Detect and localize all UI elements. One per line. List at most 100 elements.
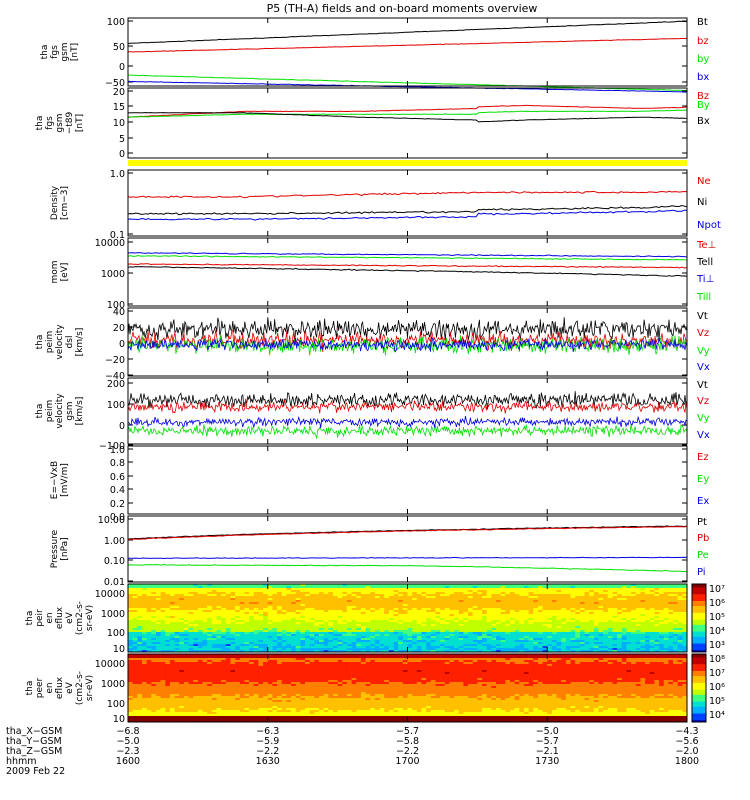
spectrogram-cell <box>621 644 627 647</box>
spectrogram-cell <box>328 604 334 607</box>
spectrogram-cell <box>179 632 185 635</box>
spectrogram-cell <box>379 584 385 587</box>
spectrogram-cell <box>351 618 357 621</box>
spectrogram-cell <box>519 606 525 609</box>
spectrogram-cell <box>668 592 674 595</box>
spectrogram-cell <box>277 612 283 615</box>
legend-Ez: Ez <box>697 452 709 463</box>
spectrogram-cell <box>491 636 497 639</box>
spectrogram-cell <box>668 636 674 639</box>
spectrogram-cell <box>491 608 497 611</box>
spectrogram-cell <box>323 592 329 595</box>
spectrogram-cell <box>197 654 203 657</box>
spectrogram-cell <box>356 604 362 607</box>
spectrogram-cell <box>486 614 492 617</box>
spectrogram-cell <box>342 594 348 597</box>
spectrogram-cell <box>388 624 394 627</box>
spectrogram-cell <box>579 594 585 597</box>
spectrogram-cell <box>505 608 511 611</box>
spectrogram-cell <box>523 634 529 637</box>
spectrogram-cell <box>677 590 683 593</box>
spectrogram-cell <box>584 648 590 651</box>
spectrogram-cell <box>500 640 506 643</box>
spectrogram-cell <box>370 632 376 635</box>
spectrogram-cell <box>351 640 357 643</box>
spectrogram-cell <box>281 636 287 639</box>
spectrogram-cell <box>565 592 571 595</box>
spectrogram-cell <box>332 620 338 623</box>
spectrogram-cell <box>514 658 520 661</box>
spectrogram-cell <box>230 610 236 613</box>
spectrogram-cell <box>188 600 194 603</box>
spectrogram-cell <box>146 626 152 629</box>
spectrogram-cell <box>141 596 147 599</box>
spectrogram-cell <box>556 592 562 595</box>
spectrogram-cell <box>249 596 255 599</box>
spectrogram-cell <box>342 646 348 649</box>
spectrogram-cell <box>286 642 292 645</box>
spectrogram-cell <box>332 642 338 645</box>
spectrogram-cell <box>556 648 562 651</box>
spectrogram-cell <box>342 650 348 653</box>
spectrogram-cell <box>426 586 432 589</box>
spectrogram-cell <box>128 598 133 601</box>
spectrogram-cell <box>211 654 217 657</box>
spectrogram-cell <box>542 616 548 619</box>
spectrogram-cell <box>239 590 245 593</box>
spectrogram-cell <box>379 660 385 663</box>
spectrogram-cell <box>202 660 208 663</box>
spectrogram-cell <box>551 586 557 589</box>
spectrogram-cell <box>421 642 427 645</box>
spectrogram-cell <box>253 632 259 635</box>
spectrogram-cell <box>482 592 487 595</box>
spectrogram-cell <box>617 634 623 637</box>
spectrogram-cell <box>430 638 436 641</box>
spectrogram-cell <box>146 650 152 653</box>
spectrogram-cell <box>412 632 418 635</box>
spectrogram-cell <box>137 588 143 591</box>
spectrogram-cell <box>463 618 469 621</box>
spectrogram-cell <box>141 604 147 607</box>
spectrogram-cell <box>500 598 506 601</box>
spectrogram-cell <box>272 654 278 657</box>
spectrogram-cell <box>225 658 231 661</box>
spectrogram-cell <box>528 638 534 641</box>
spectrogram-cell <box>221 630 227 633</box>
spectrogram-cell <box>225 620 231 623</box>
spectrogram-cell <box>468 642 474 645</box>
spectrogram-cell <box>463 598 469 601</box>
spectrogram-cell <box>370 648 376 651</box>
colorbar-segment <box>692 585 706 588</box>
spectrogram-cell <box>482 628 487 631</box>
spectrogram-cell <box>463 594 469 597</box>
spectrogram-cell <box>612 618 618 621</box>
spectrogram-cell <box>253 654 259 657</box>
spectrogram-cell <box>216 644 222 647</box>
spectrogram-cell <box>277 648 283 651</box>
spectrogram-cell <box>402 588 408 591</box>
spectrogram-cell <box>374 636 380 639</box>
spectrogram-cell <box>318 600 324 603</box>
spectrogram-cell <box>421 638 427 641</box>
spectrogram-cell <box>169 612 175 615</box>
spectrogram-cell <box>132 604 138 607</box>
spectrogram-cell <box>346 654 352 657</box>
spectrogram-cell <box>169 616 175 619</box>
spectrogram-cell <box>291 598 296 601</box>
spectrogram-cell <box>193 596 199 599</box>
spectrogram-cell <box>197 592 203 595</box>
spectrogram-cell <box>426 640 432 643</box>
spectrogram-cell <box>547 624 553 627</box>
spectrogram-cell <box>547 616 553 619</box>
spectrogram-cell <box>239 598 245 601</box>
spectrogram-cell <box>430 656 436 659</box>
spectrogram-cell <box>318 596 324 599</box>
spectrogram-cell <box>272 634 278 637</box>
spectrogram-cell <box>146 588 152 591</box>
spectrogram-cell <box>440 592 446 595</box>
spectrogram-cell <box>379 612 385 615</box>
spectrogram-cell <box>398 610 404 613</box>
spectrogram-cell <box>202 638 208 641</box>
spectrogram-cell <box>132 632 138 635</box>
spectrogram-cell <box>346 586 352 589</box>
